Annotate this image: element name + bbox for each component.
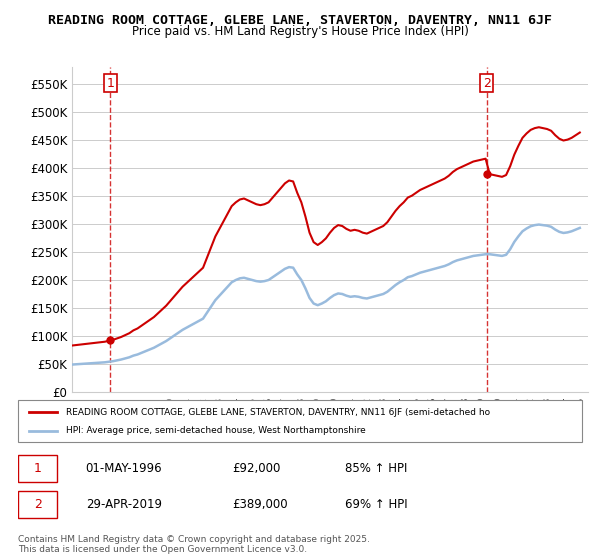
Text: 1: 1 [34, 462, 41, 475]
Text: 85% ↑ HPI: 85% ↑ HPI [345, 462, 407, 475]
Text: £389,000: £389,000 [232, 498, 288, 511]
Text: READING ROOM COTTAGE, GLEBE LANE, STAVERTON, DAVENTRY, NN11 6JF: READING ROOM COTTAGE, GLEBE LANE, STAVER… [48, 14, 552, 27]
Text: 29-APR-2019: 29-APR-2019 [86, 498, 161, 511]
Text: 2: 2 [34, 498, 41, 511]
Text: Price paid vs. HM Land Registry's House Price Index (HPI): Price paid vs. HM Land Registry's House … [131, 25, 469, 38]
FancyBboxPatch shape [18, 491, 58, 518]
Text: READING ROOM COTTAGE, GLEBE LANE, STAVERTON, DAVENTRY, NN11 6JF (semi-detached h: READING ROOM COTTAGE, GLEBE LANE, STAVER… [66, 408, 490, 417]
Text: 2: 2 [483, 77, 491, 90]
FancyBboxPatch shape [18, 455, 58, 482]
Text: £92,000: £92,000 [232, 462, 281, 475]
Text: HPI: Average price, semi-detached house, West Northamptonshire: HPI: Average price, semi-detached house,… [66, 426, 365, 435]
Text: 01-MAY-1996: 01-MAY-1996 [86, 462, 163, 475]
Text: 1: 1 [106, 77, 114, 90]
FancyBboxPatch shape [18, 400, 582, 442]
Text: Contains HM Land Registry data © Crown copyright and database right 2025.
This d: Contains HM Land Registry data © Crown c… [18, 535, 370, 554]
Text: 69% ↑ HPI: 69% ↑ HPI [345, 498, 408, 511]
